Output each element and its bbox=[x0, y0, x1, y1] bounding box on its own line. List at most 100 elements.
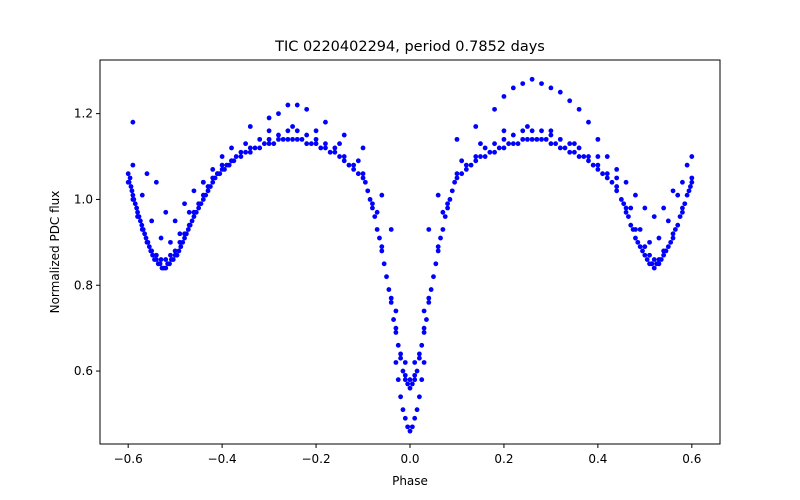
data-point bbox=[633, 235, 638, 241]
data-point bbox=[178, 244, 184, 250]
data-point bbox=[501, 94, 507, 99]
data-point bbox=[651, 265, 657, 271]
data-point bbox=[525, 124, 530, 129]
data-point bbox=[623, 205, 629, 211]
data-point bbox=[294, 136, 300, 142]
data-point bbox=[557, 136, 563, 142]
data-point bbox=[440, 209, 446, 215]
data-point bbox=[215, 171, 220, 177]
data-point bbox=[398, 355, 404, 361]
data-point bbox=[529, 128, 535, 134]
data-point bbox=[447, 197, 453, 202]
data-point bbox=[143, 235, 149, 241]
data-point bbox=[651, 257, 657, 262]
data-point bbox=[132, 201, 138, 207]
data-point bbox=[642, 205, 648, 211]
data-point bbox=[285, 136, 291, 142]
data-point bbox=[158, 235, 164, 241]
data-point bbox=[520, 136, 526, 142]
data-point bbox=[419, 342, 425, 348]
data-point bbox=[129, 188, 135, 194]
data-point bbox=[210, 179, 216, 185]
data-point bbox=[668, 239, 674, 245]
data-point bbox=[139, 227, 145, 232]
data-point bbox=[379, 244, 385, 250]
data-point bbox=[515, 141, 521, 147]
data-point bbox=[576, 154, 582, 159]
data-point bbox=[431, 274, 436, 280]
data-point bbox=[452, 179, 458, 185]
data-point bbox=[416, 351, 422, 357]
data-point bbox=[146, 244, 152, 250]
data-point bbox=[346, 162, 352, 168]
data-point bbox=[548, 128, 554, 134]
data-point bbox=[186, 209, 192, 215]
data-point bbox=[341, 132, 347, 138]
data-point bbox=[139, 192, 145, 198]
data-point bbox=[393, 308, 399, 314]
data-point bbox=[372, 214, 378, 220]
data-point bbox=[139, 222, 145, 228]
data-point bbox=[294, 102, 300, 108]
data-point bbox=[595, 162, 601, 168]
data-point bbox=[172, 248, 178, 254]
data-point bbox=[459, 171, 465, 177]
data-point bbox=[153, 257, 159, 262]
data-point bbox=[137, 218, 143, 224]
data-point bbox=[501, 128, 507, 134]
data-point bbox=[642, 252, 648, 258]
data-point bbox=[200, 179, 206, 185]
y-axis-ticks: 0.6 0.8 1.0 1.2 bbox=[74, 107, 100, 378]
data-point bbox=[576, 145, 582, 151]
data-point bbox=[665, 244, 671, 250]
data-point bbox=[677, 214, 683, 220]
data-point bbox=[614, 175, 620, 181]
data-point bbox=[294, 128, 300, 134]
data-point bbox=[571, 149, 577, 155]
data-point bbox=[412, 415, 418, 421]
data-point bbox=[167, 261, 172, 267]
data-point bbox=[438, 235, 443, 241]
data-point bbox=[393, 325, 399, 331]
data-point bbox=[276, 111, 281, 117]
data-point bbox=[158, 257, 164, 262]
data-point bbox=[614, 188, 620, 194]
data-point bbox=[567, 98, 573, 104]
data-point bbox=[304, 132, 310, 138]
data-point bbox=[226, 162, 232, 168]
data-point bbox=[313, 128, 319, 134]
data-point bbox=[186, 222, 192, 228]
data-point bbox=[414, 368, 420, 374]
data-point bbox=[125, 171, 131, 177]
data-point bbox=[393, 330, 399, 335]
data-point bbox=[402, 372, 408, 378]
data-point bbox=[290, 136, 295, 142]
data-point bbox=[168, 239, 173, 245]
data-point bbox=[318, 145, 324, 151]
data-point bbox=[633, 227, 638, 232]
data-point bbox=[623, 179, 629, 185]
data-point bbox=[426, 227, 432, 232]
data-point bbox=[360, 175, 366, 181]
y-tick-label: 0.6 bbox=[74, 364, 93, 378]
data-point bbox=[454, 171, 460, 177]
data-point bbox=[416, 394, 422, 400]
data-point bbox=[656, 235, 662, 241]
data-point bbox=[323, 145, 328, 151]
data-point bbox=[205, 184, 211, 189]
data-point bbox=[567, 141, 573, 147]
data-point bbox=[642, 244, 648, 250]
data-point bbox=[222, 167, 227, 172]
data-point bbox=[459, 158, 465, 164]
data-point bbox=[191, 209, 197, 215]
data-point bbox=[510, 85, 516, 91]
data-point bbox=[492, 149, 497, 155]
data-point bbox=[177, 239, 183, 245]
data-point bbox=[670, 188, 676, 194]
data-point bbox=[266, 128, 272, 134]
data-point bbox=[586, 119, 591, 125]
data-point bbox=[421, 330, 427, 335]
data-point bbox=[416, 355, 422, 361]
data-point bbox=[557, 89, 563, 95]
